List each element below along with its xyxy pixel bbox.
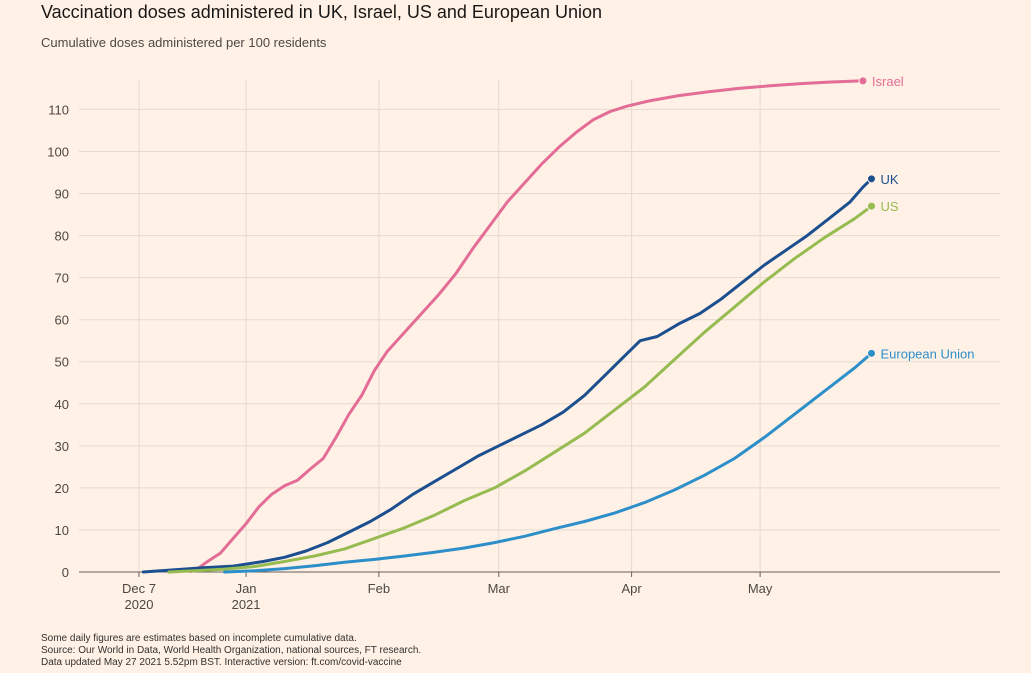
y-tick-label: 40: [55, 397, 69, 412]
y-tick-label: 90: [55, 187, 69, 202]
y-tick-label: 70: [55, 271, 69, 286]
series-endpoint-european-union: [866, 348, 876, 358]
x-tick-label: Dec 7: [122, 581, 156, 596]
x-tick-sublabel: 2021: [232, 597, 261, 612]
footer-note: Some daily figures are estimates based o…: [41, 633, 357, 644]
chart-subtitle: Cumulative doses administered per 100 re…: [41, 35, 327, 50]
footer-source: Source: Our World in Data, World Health …: [41, 645, 422, 656]
x-tick-label: Jan: [236, 581, 257, 596]
y-tick-label: 30: [55, 439, 69, 454]
series-line-israel: [188, 79, 865, 574]
y-tick-label: 10: [55, 523, 69, 538]
x-tick-label: Apr: [621, 581, 642, 596]
x-tick-label: Mar: [488, 581, 511, 596]
y-tick-label: 20: [55, 481, 69, 496]
series-endpoint-israel: [858, 76, 868, 86]
series-endpoint-uk: [866, 174, 876, 184]
y-tick-label: 50: [55, 355, 69, 370]
series-label-european-union: European Union: [880, 346, 974, 361]
y-tick-label: 100: [47, 144, 69, 159]
series-line-european-union: [223, 351, 873, 574]
chart-title: Vaccination doses administered in UK, Is…: [41, 2, 602, 22]
series-line-uk: [141, 177, 873, 574]
series-label-us: US: [880, 199, 898, 214]
y-tick-label: 110: [48, 102, 69, 117]
chart-footer: Some daily figures are estimates based o…: [41, 633, 421, 669]
y-tick-label: 80: [55, 229, 69, 244]
x-tick-label: Feb: [368, 581, 390, 596]
x-tick-label: May: [748, 581, 773, 596]
y-tick-label: 60: [55, 313, 69, 328]
series-label-israel: Israel: [872, 74, 904, 89]
y-tick-label: 0: [62, 565, 69, 580]
series-label-uk: UK: [880, 172, 898, 187]
series-line-us: [167, 204, 873, 574]
x-tick-sublabel: 2020: [125, 597, 154, 612]
series-endpoint-us: [866, 201, 876, 211]
footer-updated: Data updated May 27 2021 5.52pm BST. Int…: [41, 657, 402, 668]
